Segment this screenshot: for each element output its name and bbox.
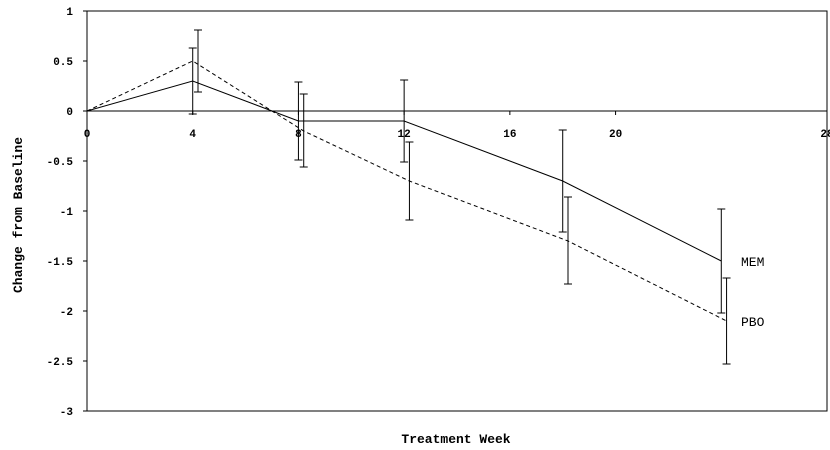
series-layer: [86, 29, 731, 365]
y-tick-label: -1: [60, 207, 74, 219]
y-tick-label: -2: [60, 307, 73, 319]
y-tick-label: -2.5: [47, 357, 74, 369]
y-axis-title: Change from Baseline: [11, 137, 26, 293]
error-bar: [558, 129, 567, 233]
x-axis-ticks: 04812162028: [84, 111, 830, 141]
x-tick-label: 0: [84, 129, 91, 141]
error-bar: [294, 81, 303, 161]
error-bar: [405, 141, 414, 221]
y-tick-label: 0.5: [53, 57, 73, 69]
error-bar: [722, 277, 731, 365]
x-tick-label: 28: [820, 129, 830, 141]
series-label-pbo: PBO: [741, 315, 765, 330]
y-tick-label: 1: [66, 7, 73, 19]
x-tick-label: 4: [189, 129, 196, 141]
error-bar: [299, 93, 308, 168]
y-axis-ticks: 1 0.5 0 -0.5 -1 -1.5 -2 -2.5 -3: [47, 7, 87, 419]
x-tick-label: 20: [609, 129, 622, 141]
error-bar: [194, 29, 202, 93]
series-pbo: [86, 29, 731, 365]
y-tick-label: -1.5: [47, 257, 74, 269]
error-bar: [188, 47, 197, 115]
x-tick-label: 16: [503, 129, 516, 141]
error-bar: [400, 79, 409, 163]
series-line-mem: [86, 80, 722, 262]
series-label-mem: MEM: [741, 255, 764, 270]
y-tick-label: 0: [66, 107, 73, 119]
series-mem: [86, 47, 726, 314]
series-labels: MEM PBO: [741, 255, 765, 330]
error-bar: [564, 196, 572, 285]
y-tick-label: -3: [60, 407, 74, 419]
error-bar: [717, 208, 726, 314]
y-tick-label: -0.5: [47, 157, 74, 169]
series-line-pbo: [86, 60, 727, 322]
x-axis-title: Treatment Week: [401, 432, 510, 447]
